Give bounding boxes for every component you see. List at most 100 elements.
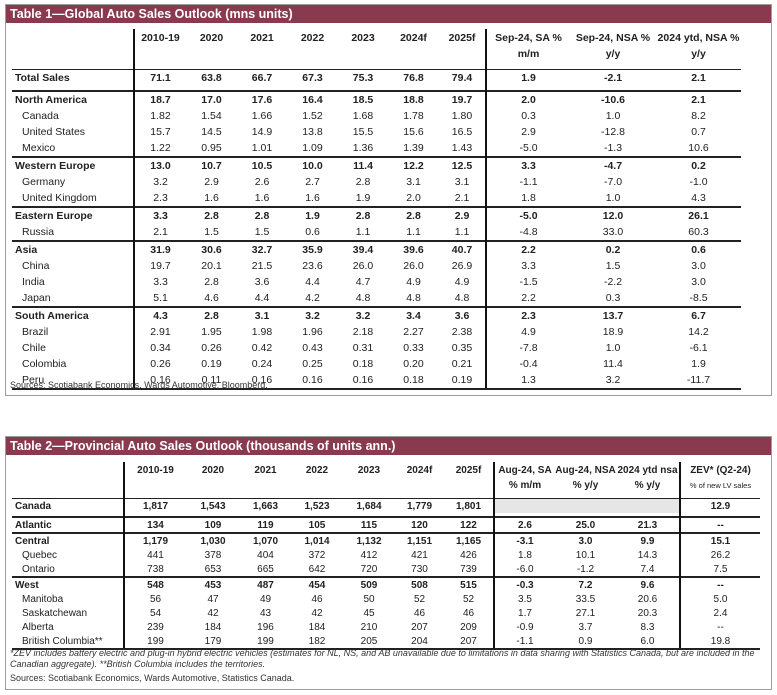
row-label: British Columbia** xyxy=(12,634,124,650)
column-header: 2023 xyxy=(357,464,381,476)
table-cell: 1.6 xyxy=(204,192,219,204)
table-cell: 3.0 xyxy=(691,260,706,272)
table-cell: 13.0 xyxy=(133,156,186,174)
table-row: Japan 5.1 4.6 4.4 4.2 4.8 4.8 4.8 2.2 0.3 -8.5 xyxy=(12,290,741,307)
table-cell: 25.0 xyxy=(555,516,616,533)
table-cell: -7.0 xyxy=(603,176,623,188)
row-label: Atlantic xyxy=(12,516,124,533)
table-row: Eastern Europe 3.3 2.8 2.8 1.9 2.8 2.8 2.9 -5.0 1… xyxy=(12,206,741,224)
table-cell: 1.1 xyxy=(406,226,421,238)
column-header: 2024f xyxy=(406,464,433,476)
table-cell: 665 xyxy=(257,563,274,575)
column-subheader: % y/y xyxy=(572,479,599,491)
table-cell: 1,817 xyxy=(123,498,186,513)
table-cell: 75.3 xyxy=(338,69,388,86)
table-cell: 32.7 xyxy=(237,240,287,258)
table-cell: 60.3 xyxy=(688,226,709,238)
table-cell: 0.3 xyxy=(605,292,621,304)
column-header: Sep-24, NSA % xyxy=(575,31,651,44)
table-cell: 18.9 xyxy=(602,326,624,338)
table-cell: 33.0 xyxy=(602,226,624,238)
table-cell: 5.0 xyxy=(679,592,760,606)
table-cell: 2.1 xyxy=(133,224,186,241)
table-cell: 109 xyxy=(186,516,240,533)
table-cell: 1,801 xyxy=(444,498,494,513)
table-cell: 2.0 xyxy=(406,192,421,204)
column-subheader: % m/m xyxy=(493,478,555,492)
table-cell: 1,663 xyxy=(240,498,291,513)
column-header: Aug-24, NSA xyxy=(555,464,616,476)
table-cell: 3.2 xyxy=(570,372,656,390)
row-label: Ontario xyxy=(22,563,55,575)
table-cell: 9.9 xyxy=(616,532,680,548)
table-cell: 1.0 xyxy=(605,192,621,204)
table-cell: 14.3 xyxy=(637,549,658,561)
table-cell: 199 xyxy=(240,634,291,650)
table-cell: 642 xyxy=(308,563,326,575)
table-cell: 26.9 xyxy=(451,260,473,272)
table-cell: 0.31 xyxy=(352,342,374,354)
table-cell: 2.1 xyxy=(656,69,741,86)
table-cell: 1.6 xyxy=(305,192,320,204)
spacer-row xyxy=(12,492,760,499)
table-cell: 4.8 xyxy=(355,292,371,304)
table-row: Mexico 1.22 0.95 1.01 1.09 1.36 1.39 1.43 -5.0 -1… xyxy=(12,140,741,157)
table-row: Peru 0.16 0.11 0.16 0.16 0.16 0.18 0.19 1.3 3.2 -1… xyxy=(12,372,741,390)
table-cell: 56 xyxy=(123,592,186,606)
table-cell: -2.2 xyxy=(603,276,623,288)
table-cell: -10.6 xyxy=(570,90,656,108)
table-cell: 1.5 xyxy=(605,260,621,272)
table-cell: 17.0 xyxy=(186,90,237,108)
table-cell: 0.21 xyxy=(451,358,473,370)
table-cell: 2.9 xyxy=(485,124,570,140)
table-cell: 67.3 xyxy=(287,69,338,86)
table-cell: 14.2 xyxy=(688,326,709,338)
table2-title: Table 2—Provincial Auto Sales Outlook (t… xyxy=(6,437,771,455)
row-label: Chile xyxy=(22,342,46,354)
table-cell: 1.82 xyxy=(133,108,186,124)
table-cell: 487 xyxy=(240,576,291,592)
table-cell: 0.18 xyxy=(352,358,374,370)
table2-footnote: *ZEV includes battery electric and plug-… xyxy=(10,648,755,669)
table2-subheader-row: % m/m % y/y % y/y % of new LV sales xyxy=(12,478,760,492)
table-row: Ontario 738 653 665 642 720 730 739 -6.0 -1.2 7.4 7… xyxy=(12,562,760,577)
row-label: Germany xyxy=(22,176,66,188)
table-cell: 2.2 xyxy=(485,290,570,307)
column-header: 2025f xyxy=(448,31,476,44)
table-row: Canada 1.82 1.54 1.66 1.52 1.68 1.78 1.80 0.3 1.0… xyxy=(12,108,741,124)
table-cell: 50 xyxy=(363,593,375,605)
row-label: South America xyxy=(12,306,134,324)
table-cell: -12.8 xyxy=(601,126,625,138)
table-cell: 66.7 xyxy=(237,69,287,86)
table-row: Western Europe 13.0 10.7 10.5 10.0 11.4 12.2 12… xyxy=(12,156,741,174)
table-cell: 15.6 xyxy=(403,126,424,138)
table-cell: 10.6 xyxy=(688,142,709,154)
table-row: Manitoba 56 47 49 46 50 52 52 3.5 33.5 20.6 5.0 xyxy=(12,592,760,606)
row-label: Saskatchewan xyxy=(22,607,88,619)
table-cell: 4.3 xyxy=(133,306,186,324)
table-cell: 2.8 xyxy=(204,276,219,288)
table-cell: -1.1 xyxy=(493,634,555,650)
table2-source: Sources: Scotiabank Economics, Wards Aut… xyxy=(10,673,295,683)
table-row: United Kingdom 2.3 1.6 1.6 1.6 1.9 2.0 2.1 1.8 1.… xyxy=(12,190,741,207)
table-cell: 738 xyxy=(123,562,186,577)
table-cell: 2.3 xyxy=(133,190,186,207)
spacer-row xyxy=(12,61,741,70)
row-label: Canada xyxy=(22,110,59,122)
table-cell: 30.6 xyxy=(186,240,237,258)
row-label: Peru xyxy=(12,372,134,390)
row-label: China xyxy=(22,260,50,272)
table-row: North America 18.7 17.0 17.6 16.4 18.5 18.8 19.… xyxy=(12,90,741,108)
table-cell: 1,030 xyxy=(186,532,240,548)
table-cell: 0.19 xyxy=(201,358,222,370)
table-row: Asia 31.9 30.6 32.7 35.9 39.4 39.6 40.7 2.2 0.2 0.… xyxy=(12,240,741,258)
table-cell: 548 xyxy=(123,576,186,592)
table-cell: 8.2 xyxy=(691,110,706,122)
table-row: Quebec 441 378 404 372 412 421 426 1.8 10.1 14.3 26… xyxy=(12,548,760,562)
table-cell: 0.9 xyxy=(555,634,616,650)
table-cell: 179 xyxy=(186,634,240,650)
column-subheader: % y/y xyxy=(634,479,661,491)
table-cell: 21.3 xyxy=(616,516,680,533)
table-cell: 46 xyxy=(413,607,426,619)
table-cell: 1,132 xyxy=(343,532,395,548)
